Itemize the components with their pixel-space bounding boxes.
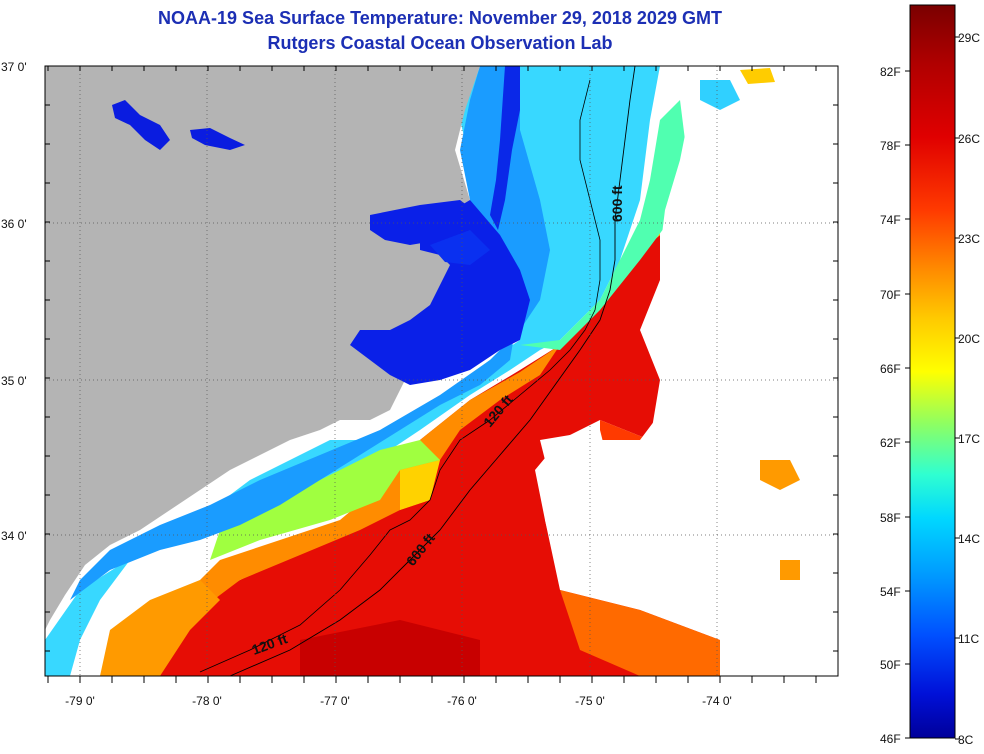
lon-label-75: -75 0' (575, 694, 605, 708)
cb-c-20: 20C (958, 332, 980, 346)
cb-c-11: 11C (958, 632, 979, 646)
lat-label-37: 37 0' (1, 60, 27, 74)
cb-c-17: 17C (958, 432, 980, 446)
inshore-cool-water (45, 66, 550, 650)
inland-lake (112, 100, 170, 150)
lat-label-36: 36 0' (1, 217, 27, 231)
lat-label-34: 34 0' (1, 529, 27, 543)
cb-f-50: 50F (880, 658, 901, 672)
cb-f-62: 62F (880, 436, 901, 450)
map-area (45, 66, 838, 676)
colorbar-fahrenheit-labels: 82F 78F 74F 70F 66F 62F 58F 54F 50F 46F (880, 65, 901, 746)
cb-c-23: 23C (958, 232, 980, 246)
frontal-zone (180, 345, 560, 610)
lon-label-77: -77 0' (320, 694, 350, 708)
albemarle-sound (370, 200, 480, 245)
isobath-120ft (199, 79, 601, 673)
cb-c-14: 14C (958, 532, 980, 546)
cloud-cover (545, 66, 838, 676)
lon-label-78: -78 0' (192, 694, 222, 708)
cb-f-74: 74F (880, 213, 901, 227)
cb-f-58: 58F (880, 511, 901, 525)
colorbar (909, 4, 956, 739)
lon-label-74: -74 0' (702, 694, 732, 708)
isobath-600ft (229, 66, 636, 676)
cb-f-70: 70F (880, 288, 901, 302)
axis-ticks (45, 65, 838, 683)
lat-label-35: 35 0' (1, 374, 27, 388)
land-mass (45, 66, 505, 630)
cb-f-78: 78F (880, 139, 901, 153)
colorbar-celsius-labels: 29C 26C 23C 20C 17C 14C 11C 8C (958, 31, 980, 747)
cb-c-29: 29C (958, 31, 980, 45)
map-frame (44, 65, 839, 677)
colorbar-ticks (905, 36, 960, 740)
cb-f-46: 46F (880, 732, 901, 746)
lon-label-76: -76 0' (447, 694, 477, 708)
cb-f-66: 66F (880, 362, 901, 376)
cb-f-82: 82F (880, 65, 901, 79)
contour-label-600ft-north: 600 ft (609, 185, 625, 222)
map-subtitle: Rutgers Coastal Ocean Observation Lab (267, 33, 613, 53)
cb-c-8: 8C (958, 733, 974, 747)
cb-c-26: 26C (958, 132, 980, 146)
graticule (45, 66, 838, 676)
cb-f-54: 54F (880, 585, 901, 599)
lon-label-79: -79 0' (65, 694, 95, 708)
map-title: NOAA-19 Sea Surface Temperature: Novembe… (158, 8, 722, 28)
